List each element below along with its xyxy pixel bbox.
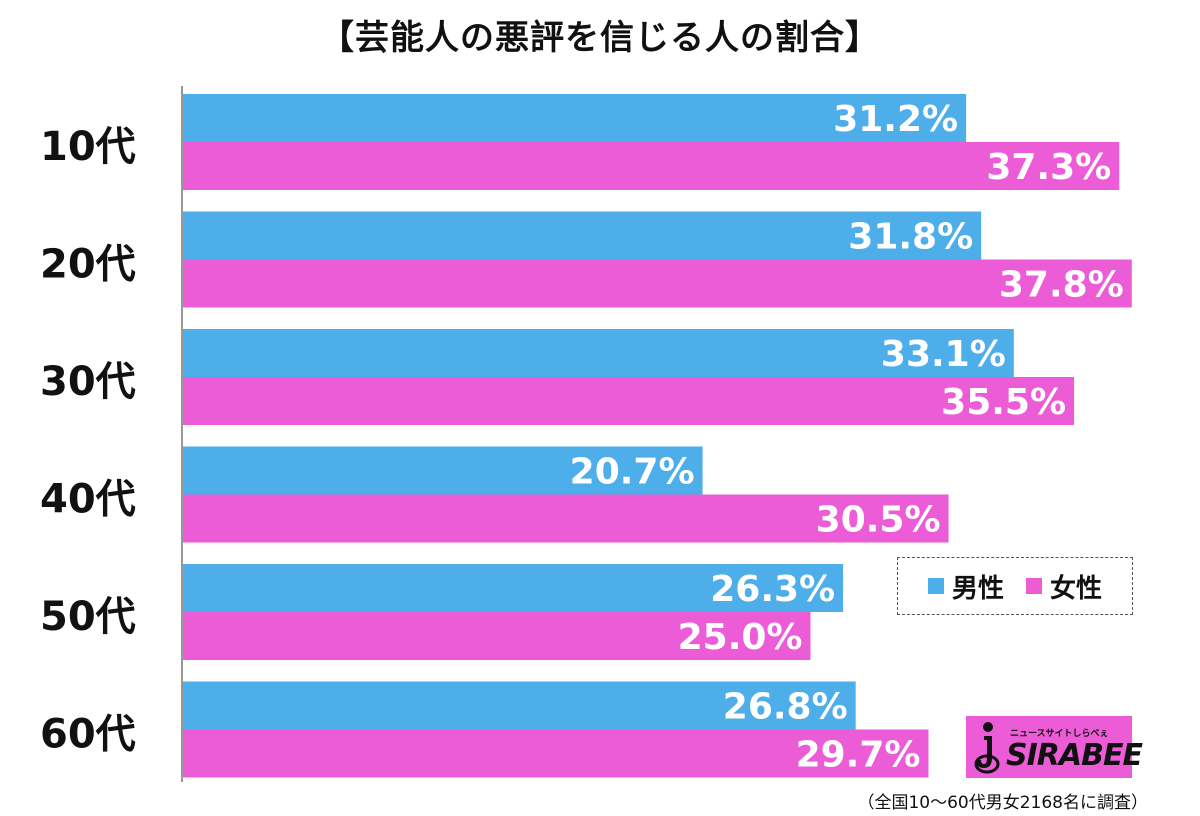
logo-i-icon xyxy=(974,722,1000,774)
bar-male xyxy=(183,564,844,612)
legend-item-female: 女性 xyxy=(1026,568,1102,605)
legend-label-male: 男性 xyxy=(951,573,1004,604)
value-label-female: 37.3% xyxy=(986,147,1111,188)
bar-female xyxy=(183,494,949,543)
value-label-female: 29.7% xyxy=(796,735,921,776)
bar-female xyxy=(183,377,1075,425)
legend: 男性 女性 xyxy=(897,557,1133,615)
value-label-male: 26.8% xyxy=(723,687,848,728)
survey-note: （全国10〜60代男女2168名に調査） xyxy=(857,793,1148,813)
value-label-female: 30.5% xyxy=(816,500,941,541)
legend-label-female: 女性 xyxy=(1050,573,1103,604)
category-label: 10代 xyxy=(40,124,136,170)
category-label: 40代 xyxy=(40,477,136,523)
logo-tagline: ニュースサイトしらべぇ xyxy=(1010,729,1109,739)
value-label-male: 31.2% xyxy=(833,99,958,140)
bar-female xyxy=(183,729,929,778)
bar-male xyxy=(183,681,856,730)
bar-female xyxy=(183,259,1132,308)
bar-male xyxy=(183,94,967,142)
category-label: 20代 xyxy=(40,242,136,288)
bar-female xyxy=(183,142,1120,190)
bar-female xyxy=(183,612,811,660)
value-label-male: 26.3% xyxy=(710,569,835,610)
sirabee-logo: ニュースサイトしらべぇ SIRABEE xyxy=(966,716,1143,778)
legend-swatch-male xyxy=(927,578,944,594)
category-label: 50代 xyxy=(40,594,136,640)
value-label-female: 37.8% xyxy=(999,265,1124,306)
bar-male xyxy=(183,211,982,260)
category-label: 30代 xyxy=(40,359,136,405)
bar-male xyxy=(183,329,1014,377)
value-label-male: 31.8% xyxy=(848,217,973,258)
value-label-male: 20.7% xyxy=(570,452,695,493)
value-label-male: 33.1% xyxy=(881,334,1006,375)
legend-swatch-female xyxy=(1026,578,1042,594)
category-label: 60代 xyxy=(40,712,136,758)
value-label-female: 25.0% xyxy=(678,617,803,658)
logo-wordmark: SIRABEE xyxy=(1006,738,1143,773)
chart-title: 【芸能人の悪評を信じる人の割合】 xyxy=(320,18,880,58)
bar-male xyxy=(183,446,703,495)
value-label-female: 35.5% xyxy=(941,382,1066,423)
legend-item-male: 男性 xyxy=(927,568,1004,605)
